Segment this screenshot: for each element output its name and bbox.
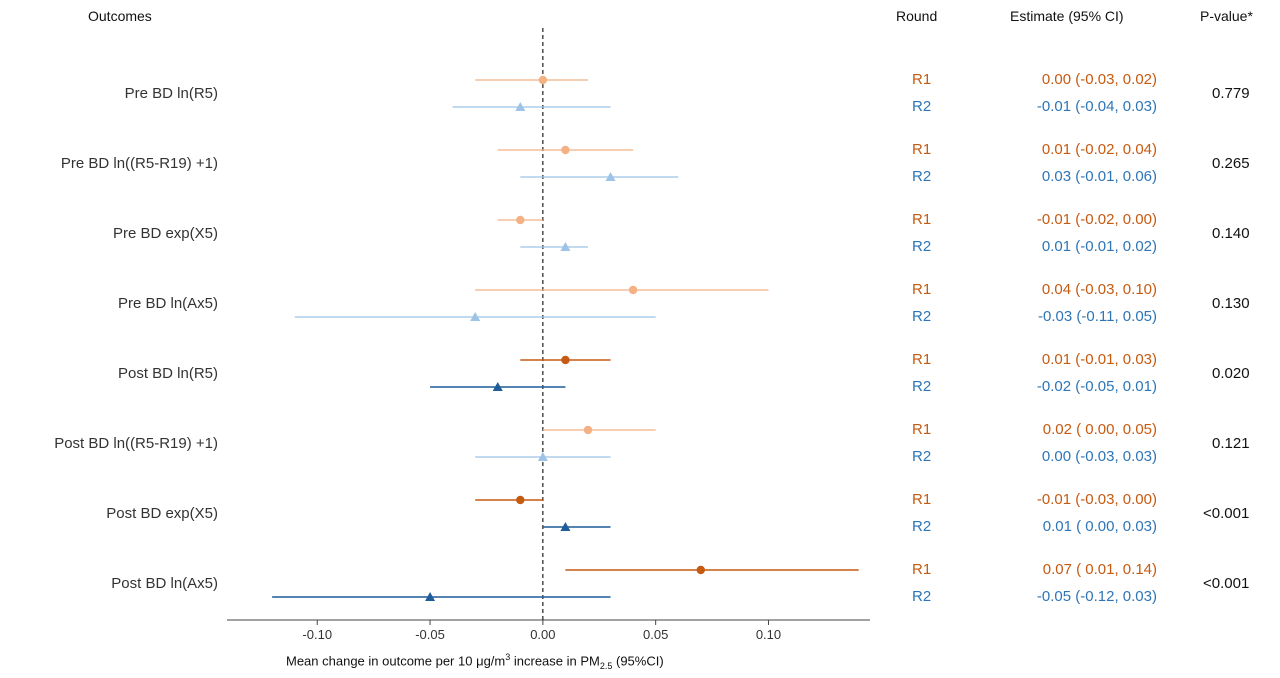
round-cell: R1 xyxy=(912,561,932,578)
estimate-cell: 0.01 (-0.01, 0.02) xyxy=(1041,238,1157,255)
estimate-point-circle xyxy=(516,215,525,225)
estimate-point-circle xyxy=(583,425,593,435)
estimate-point-triangle xyxy=(425,592,436,601)
round-cell: R2 xyxy=(912,378,932,395)
estimate-cell: 0.00 (-0.03, 0.02) xyxy=(1041,71,1157,88)
x-tick-label: 0.00 xyxy=(530,627,555,642)
outcome-label: Pre BD ln((R5-R19) +1) xyxy=(60,154,218,172)
estimate-cell: -0.05 (-0.12, 0.03) xyxy=(1036,588,1157,605)
x-tick-label: 0.10 xyxy=(756,627,781,642)
round-cell: R1 xyxy=(912,491,932,508)
round-cell: R2 xyxy=(912,98,932,115)
x-axis-label-unit: μg/m xyxy=(476,653,506,669)
estimate-cell: -0.03 (-0.11, 0.05) xyxy=(1038,308,1157,325)
x-tick-label: 0.05 xyxy=(643,627,668,642)
round-cell: R1 xyxy=(912,421,932,438)
pvalue-cell: 0.140 xyxy=(1212,224,1250,242)
estimate-point-triangle xyxy=(560,242,571,251)
pvalue-cell: 0.121 xyxy=(1212,434,1250,452)
estimate-cell: 0.01 ( 0.00, 0.03) xyxy=(1042,518,1157,535)
x-axis-label-sup: 3 xyxy=(505,652,511,662)
estimate-cell: 0.07 ( 0.01, 0.14) xyxy=(1042,561,1157,578)
estimate-point-circle xyxy=(516,495,525,505)
round-cell: R2 xyxy=(912,588,932,605)
round-cell: R1 xyxy=(912,71,932,88)
estimate-cell: -0.02 (-0.05, 0.01) xyxy=(1036,378,1157,395)
x-axis-label: Mean change in outcome per 10 μg/m3 incr… xyxy=(286,652,664,671)
estimate-header: Estimate (95% CI) xyxy=(1010,8,1124,24)
x-tick-label: -0.10 xyxy=(302,627,332,642)
estimate-point-circle xyxy=(696,565,705,575)
round-cell: R1 xyxy=(912,351,932,368)
estimate-cell: 0.01 (-0.02, 0.04) xyxy=(1041,141,1157,158)
estimate-point-triangle xyxy=(560,522,571,531)
x-tick-label: -0.05 xyxy=(415,627,445,642)
pvalue-cell: <0.001 xyxy=(1203,504,1250,522)
outcome-label: Pre BD ln(Ax5) xyxy=(117,294,218,312)
outcome-label: Post BD exp(X5) xyxy=(106,504,218,522)
estimate-point-circle xyxy=(628,285,638,295)
estimate-point-triangle xyxy=(492,382,503,391)
estimate-point-triangle xyxy=(515,102,526,111)
round-cell: R2 xyxy=(912,308,932,325)
round-cell: R2 xyxy=(912,238,932,255)
pvalue-cell: 0.265 xyxy=(1212,154,1250,172)
estimate-cell: -0.01 (-0.04, 0.03) xyxy=(1036,98,1157,115)
estimate-cell: 0.00 (-0.03, 0.03) xyxy=(1041,448,1157,465)
estimate-point-triangle xyxy=(605,172,616,181)
estimate-cell: 0.02 ( 0.00, 0.05) xyxy=(1042,421,1157,438)
estimate-point-circle xyxy=(561,145,570,155)
estimate-cell: 0.01 (-0.01, 0.03) xyxy=(1041,351,1157,368)
pvalue-cell: 0.779 xyxy=(1212,84,1250,102)
round-header: Round xyxy=(896,8,938,24)
estimate-cell: 0.03 (-0.01, 0.06) xyxy=(1041,168,1157,185)
estimate-cell: 0.04 (-0.03, 0.10) xyxy=(1041,281,1157,298)
estimate-point-circle xyxy=(538,75,548,85)
outcomes-header: Outcomes xyxy=(88,8,152,24)
estimate-point-triangle xyxy=(537,452,548,461)
x-axis-label-main: Mean change in outcome per 10 xyxy=(286,653,477,669)
pvalue-cell: 0.130 xyxy=(1212,294,1250,312)
round-cell: R1 xyxy=(912,141,932,158)
x-axis-label-tail: (95%CI) xyxy=(612,653,664,669)
estimate-point-triangle xyxy=(470,312,481,321)
outcome-label: Post BD ln(R5) xyxy=(117,364,218,382)
outcome-label: Pre BD ln(R5) xyxy=(124,84,218,102)
x-axis-label-mid: increase in PM xyxy=(510,653,600,669)
outcome-label: Post BD ln(Ax5) xyxy=(111,574,218,592)
round-cell: R2 xyxy=(912,518,932,535)
round-cell: R2 xyxy=(912,448,932,465)
round-cell: R1 xyxy=(912,211,932,228)
estimate-cell: -0.01 (-0.02, 0.00) xyxy=(1036,211,1157,228)
pvalue-cell: <0.001 xyxy=(1203,574,1250,592)
outcome-label: Post BD ln((R5-R19) +1) xyxy=(54,434,218,452)
pvalue-header: P-value* xyxy=(1200,8,1253,24)
x-axis-label-sub: 2.5 xyxy=(599,660,613,671)
pvalue-cell: 0.020 xyxy=(1212,364,1250,382)
estimate-cell: -0.01 (-0.03, 0.00) xyxy=(1036,491,1157,508)
round-cell: R2 xyxy=(912,168,932,185)
estimate-point-circle xyxy=(561,355,570,365)
round-cell: R1 xyxy=(912,281,932,298)
outcome-label: Pre BD exp(X5) xyxy=(112,224,218,242)
